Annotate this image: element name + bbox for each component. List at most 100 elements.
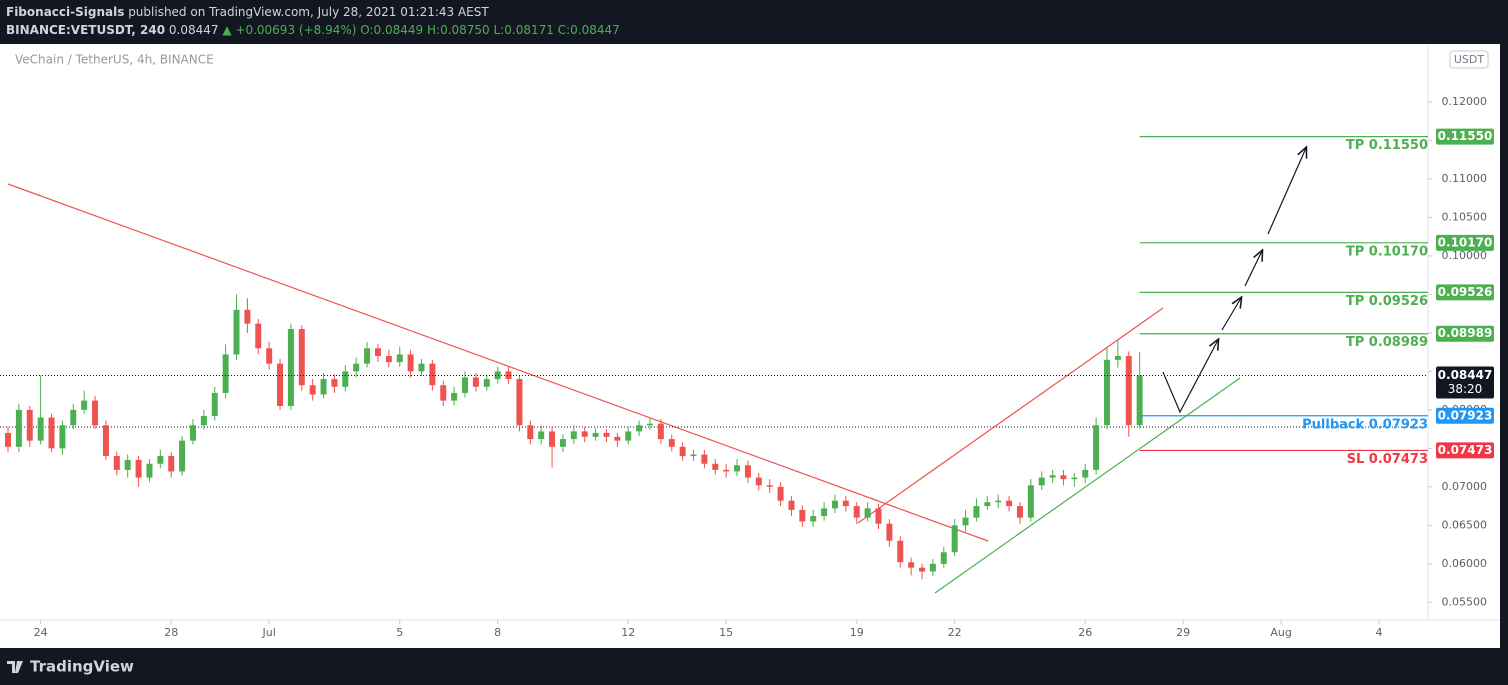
candle-body [418, 363, 425, 372]
x-tick-label: 29 [1176, 626, 1190, 639]
projection-arrow [1221, 298, 1241, 331]
candle-body [26, 409, 33, 441]
candle-body [755, 477, 762, 486]
y-tick-label: 0.10500 [1442, 210, 1488, 223]
candle-body [592, 432, 599, 437]
candle-body [549, 431, 556, 447]
currency[interactable]: USDT [1454, 53, 1485, 66]
candle-body [1104, 359, 1110, 426]
ohlc-high: H:0.08750 [427, 23, 490, 37]
candle-body [788, 500, 795, 510]
currency-box[interactable] [1449, 50, 1489, 69]
candle-body [744, 465, 751, 478]
candle-body [581, 431, 588, 437]
level-name: TP 0.11550 [1346, 138, 1428, 153]
candle-body [559, 439, 566, 447]
candle-body [701, 454, 708, 464]
candle-body [951, 525, 958, 553]
candle-body [962, 517, 969, 526]
level-badge-label: 0.10170 [1438, 235, 1493, 249]
candle-body [494, 371, 501, 380]
candle-body [929, 563, 936, 572]
level-name: TP 0.10170 [1346, 244, 1428, 259]
candle-body [124, 459, 131, 470]
x-tick-label: 22 [948, 626, 962, 639]
x-tick-label: Aug [1270, 626, 1291, 639]
candle-body [298, 329, 305, 386]
candle-body [179, 440, 186, 472]
level-badge [1436, 442, 1494, 459]
ohlc-low: L:0.08171 [494, 23, 554, 37]
candle-body [1006, 500, 1013, 507]
candle-body [864, 508, 871, 518]
candle-body [200, 416, 207, 426]
level-badge-label: 0.07473 [1438, 443, 1493, 457]
candle-body [1114, 355, 1121, 360]
y-tick-label: 0.05500 [1442, 595, 1488, 608]
level-badge-label: 0.08989 [1438, 326, 1493, 340]
candle-body [429, 363, 436, 386]
candle-body [396, 354, 403, 363]
level-badge [1436, 325, 1494, 342]
candle-body [342, 371, 349, 387]
candle-body [168, 456, 175, 472]
header-publisher: Fibonacci-Signals published on TradingVi… [6, 5, 489, 19]
header-symbol-line: BINANCE:VETUSDT, 240 0.08447 ▲ +0.00693 … [6, 23, 620, 37]
candle-body [1038, 477, 1045, 486]
candle-body [483, 379, 490, 387]
candle-body [984, 502, 991, 507]
candle-body [995, 500, 1002, 503]
y-tick-label: 0.11000 [1442, 172, 1488, 185]
candle-body [1136, 375, 1143, 426]
downtrend-line [7, 183, 989, 542]
projection-arrow [1244, 251, 1262, 287]
x-tick-label: 28 [164, 626, 178, 639]
x-tick-label: 12 [621, 626, 635, 639]
x-tick-label: 24 [34, 626, 48, 639]
candle-body [614, 436, 621, 441]
brand[interactable]: TradingView [30, 658, 134, 676]
candle-body [211, 392, 218, 417]
published: published on TradingView.com, July 28, 2… [128, 5, 489, 19]
candle-body [1071, 477, 1078, 480]
candle-body [244, 309, 251, 324]
brand-logo[interactable] [7, 661, 23, 673]
level-badge [1436, 284, 1494, 301]
last-price-label: 0.08447 [1438, 368, 1493, 382]
candle-body [625, 431, 632, 441]
candle-body [538, 431, 545, 440]
candle-body [385, 355, 392, 363]
candle-body [320, 379, 327, 395]
candle-body [15, 409, 22, 447]
candle-body [472, 377, 479, 387]
candle-body [113, 456, 120, 470]
candle-body [407, 354, 414, 372]
candle-body [287, 329, 294, 407]
candle-body [48, 417, 55, 449]
candle-body [92, 400, 99, 426]
x-tick-label: 4 [1376, 626, 1383, 639]
candle-body [875, 508, 882, 524]
candle-body [374, 348, 381, 356]
publisher: Fibonacci-Signals [6, 5, 124, 19]
candle-body [603, 432, 610, 437]
y-tick-label: 0.06500 [1442, 518, 1488, 531]
candle-body [897, 540, 904, 563]
chart-area [0, 44, 1500, 648]
candle-body [777, 486, 784, 501]
candle-body [1093, 425, 1100, 470]
candle-body [570, 431, 577, 440]
support-line [934, 377, 1241, 594]
candle-body [886, 523, 893, 541]
candle-body [146, 463, 153, 478]
candle-body [1125, 355, 1132, 426]
projection-arrow [1162, 340, 1218, 414]
candle-body [1027, 485, 1034, 518]
candle-body [1016, 506, 1023, 518]
candle-body [1049, 475, 1056, 478]
candle-body [516, 379, 523, 426]
x-tick-label: 19 [850, 626, 864, 639]
y-tick-label: 0.06000 [1442, 557, 1488, 570]
level-badge [1436, 407, 1494, 424]
